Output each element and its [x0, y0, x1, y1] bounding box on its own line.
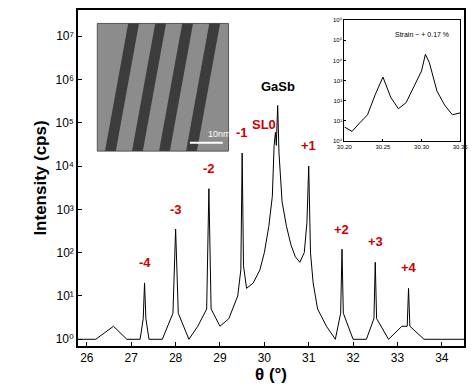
svg-text:27: 27 — [125, 351, 139, 365]
svg-text:30.35: 30.35 — [453, 144, 469, 150]
svg-text:θ (°): θ (°) — [255, 365, 287, 384]
svg-text:10⁵: 10⁵ — [56, 116, 74, 130]
svg-text:30.20: 30.20 — [337, 144, 353, 150]
svg-text:+1: +1 — [301, 138, 316, 153]
svg-text:+2: +2 — [334, 222, 349, 237]
svg-text:10⁰: 10⁰ — [333, 138, 343, 144]
svg-text:10³: 10³ — [57, 203, 74, 217]
svg-text:-2: -2 — [203, 161, 215, 176]
svg-text:-3: -3 — [170, 202, 182, 217]
svg-text:10⁰: 10⁰ — [56, 332, 74, 346]
svg-text:10²: 10² — [57, 246, 74, 260]
svg-text:10⁵: 10⁵ — [333, 37, 343, 43]
svg-text:Intensity (cps): Intensity (cps) — [31, 120, 50, 235]
svg-text:33: 33 — [391, 351, 405, 365]
svg-text:+3: +3 — [368, 234, 383, 249]
svg-text:29: 29 — [213, 351, 227, 365]
svg-text:26: 26 — [80, 351, 94, 365]
svg-text:34: 34 — [435, 351, 449, 365]
svg-text:30: 30 — [258, 351, 272, 365]
svg-text:28: 28 — [169, 351, 183, 365]
svg-text:10⁴: 10⁴ — [333, 58, 343, 64]
svg-text:-1: -1 — [236, 125, 248, 140]
svg-text:10¹: 10¹ — [333, 118, 342, 124]
svg-text:10⁶: 10⁶ — [56, 73, 74, 87]
svg-text:32: 32 — [346, 351, 360, 365]
svg-text:10²: 10² — [333, 98, 342, 104]
svg-text:10¹: 10¹ — [57, 289, 74, 303]
svg-text:+4: +4 — [401, 260, 417, 275]
svg-text:30.30: 30.30 — [414, 144, 430, 150]
svg-text:10³: 10³ — [333, 78, 342, 84]
svg-text:GaSb: GaSb — [261, 79, 295, 94]
svg-text:-4: -4 — [139, 255, 151, 270]
svg-text:10nm: 10nm — [208, 129, 231, 139]
svg-text:31: 31 — [302, 351, 316, 365]
svg-text:10⁶: 10⁶ — [333, 17, 343, 23]
svg-text:10⁴: 10⁴ — [55, 159, 74, 173]
svg-text:10⁷: 10⁷ — [56, 29, 74, 43]
svg-text:Strain ~ + 0.17 %: Strain ~ + 0.17 % — [395, 31, 449, 38]
svg-text:SL0: SL0 — [252, 117, 276, 132]
svg-text:30.25: 30.25 — [375, 144, 391, 150]
